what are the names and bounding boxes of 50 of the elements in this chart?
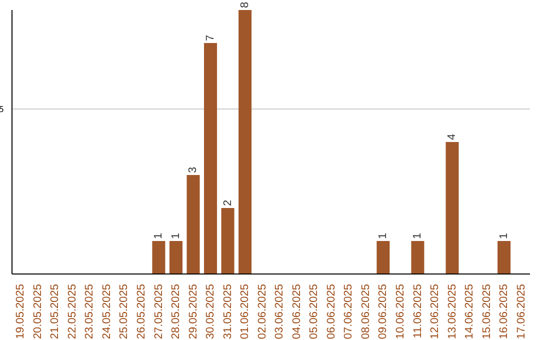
x-tick-label: 27.05.2025 (152, 284, 165, 340)
bar (152, 241, 166, 274)
x-tick-label: 30.05.2025 (204, 284, 217, 340)
bar (221, 208, 234, 274)
bar (186, 175, 200, 274)
bar (204, 43, 218, 274)
bar (238, 10, 252, 274)
x-tick-label: 07.06.2025 (342, 284, 355, 340)
x-tick-label: 28.05.2025 (170, 284, 182, 340)
x-tick-label: 11.06.2025 (412, 284, 424, 338)
data-label: 2 (222, 200, 234, 206)
x-tick-label: 05.06.2025 (308, 284, 320, 340)
bar (411, 241, 424, 274)
x-tick-label: 10.06.2025 (394, 284, 406, 340)
x-tick-label: 20.05.2025 (32, 284, 44, 340)
x-tick-label: 19.05.2025 (14, 284, 27, 340)
x-tick-label: 23.05.2025 (84, 284, 96, 340)
bar (446, 142, 459, 274)
data-label: 1 (152, 232, 165, 239)
x-tick-label: 24.05.2025 (100, 284, 113, 340)
x-tick-label: 22.05.2025 (66, 284, 78, 340)
data-label: 3 (187, 166, 200, 173)
data-label: 1 (412, 232, 424, 239)
x-tick-label: 29.05.2025 (187, 284, 200, 340)
x-tick-label: 06.06.2025 (325, 284, 338, 340)
x-tick-label: 21.05.2025 (49, 284, 62, 340)
x-tick-label: 16.06.2025 (498, 284, 510, 340)
x-tick-label: 13.06.2025 (446, 284, 458, 340)
x-tick-label: 31.05.2025 (222, 284, 234, 340)
data-label: 1 (377, 232, 390, 239)
bar (169, 241, 182, 274)
x-tick-label: 26.05.2025 (136, 284, 148, 340)
x-tick-label: 08.06.2025 (360, 284, 372, 340)
data-label: 1 (170, 232, 182, 239)
data-label: 7 (204, 34, 217, 41)
x-tick-label: 01.06.2025 (239, 284, 252, 340)
x-tick-label: 14.06.2025 (464, 284, 476, 340)
bar (498, 241, 511, 274)
x-tick-label: 15.06.2025 (480, 284, 493, 340)
x-tick-label: 25.05.2025 (118, 284, 130, 340)
bar (376, 241, 390, 274)
x-tick-label: 09.06.2025 (377, 284, 390, 340)
data-label: 4 (446, 134, 458, 140)
data-label: 1 (498, 232, 510, 239)
x-tick-label: 03.06.2025 (274, 284, 286, 340)
x-tick-label: 12.06.2025 (429, 284, 442, 340)
x-tick-label: 04.06.2025 (290, 284, 303, 340)
x-tick-label: 17.06.2025 (515, 284, 528, 340)
data-label: 8 (239, 2, 252, 8)
x-tick-label: 02.06.2025 (256, 284, 268, 340)
